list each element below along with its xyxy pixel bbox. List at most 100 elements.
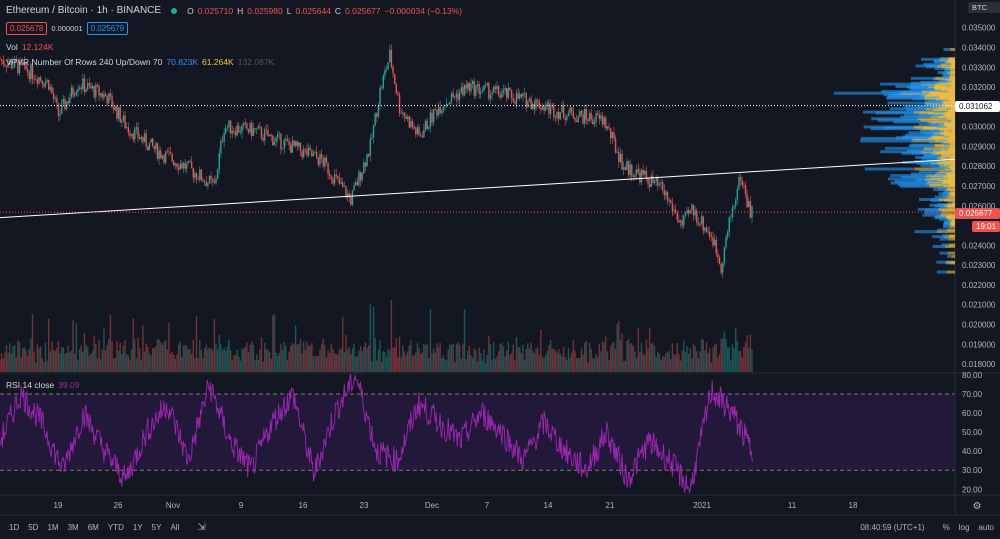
volume-bar [277, 356, 279, 372]
settings-gear-icon[interactable]: ⚙ [973, 501, 982, 512]
candle [385, 69, 388, 71]
vpvr-up-bar [933, 109, 946, 113]
range-1m[interactable]: 1M [47, 523, 59, 532]
range-3m[interactable]: 3M [67, 523, 79, 532]
symbol-title[interactable]: Ethereum / Bitcoin · 1h · BINANCE [6, 5, 162, 16]
range-all[interactable]: All [170, 523, 180, 532]
candle [137, 127, 139, 138]
volume-bar [502, 346, 505, 372]
volume-bar [0, 352, 3, 372]
range-ytd[interactable]: YTD [107, 523, 124, 532]
volume-bar [293, 343, 295, 372]
vpvr-up-bar [894, 179, 928, 183]
volume-bar [122, 345, 125, 372]
volume-bar [244, 346, 246, 372]
volume-bar [710, 362, 713, 372]
price-tick: 0.028000 [962, 162, 996, 171]
range-1y[interactable]: 1Y [132, 523, 143, 532]
candle [730, 217, 732, 218]
last-price-label: 0.025677 [955, 208, 1000, 219]
candle [35, 79, 37, 81]
volume-bar [7, 352, 9, 372]
volume-bar [722, 338, 724, 372]
price-chart[interactable]: 0.035000 0.034000 0.033000 0.032000 0.030000… [0, 0, 1000, 516]
buy-button[interactable]: 0.025679 [86, 22, 129, 35]
candle [272, 135, 274, 146]
volume-bar [559, 353, 562, 372]
volume-bar [486, 354, 488, 372]
candle [642, 169, 644, 175]
volume-bar [380, 362, 383, 372]
rsi-tick: 80.00 [962, 371, 983, 380]
candle [665, 191, 667, 196]
vpvr-up-bar [881, 90, 922, 94]
volume-bar [593, 358, 596, 372]
volume-bar [228, 339, 230, 372]
volume-bar [726, 347, 729, 372]
vpvr-up-bar [938, 80, 948, 84]
candle [104, 94, 107, 97]
vpvr-up-bar [942, 191, 950, 195]
candle [444, 106, 446, 108]
goto-date-icon[interactable]: ⇲ [197, 522, 206, 533]
candle [233, 131, 235, 132]
vpvr-up-bar [833, 91, 901, 95]
vpvr-down-bar [947, 228, 955, 232]
volume-bar [609, 346, 612, 372]
volume-bar [288, 351, 290, 372]
vpvr-legend[interactable]: VPVR Number Of Rows 240 Up/Down 70 70.823… [6, 57, 275, 67]
candle [74, 94, 76, 96]
range-5y[interactable]: 5Y [151, 523, 162, 532]
candle [684, 212, 687, 216]
range-6m[interactable]: 6M [87, 523, 99, 532]
auto-toggle[interactable]: auto [978, 523, 994, 532]
volume-bar [270, 358, 272, 372]
candle [265, 129, 268, 131]
log-toggle[interactable]: log [958, 523, 970, 532]
candle [161, 155, 164, 159]
sell-button[interactable]: 0.025678 [6, 22, 48, 35]
volume-bar [739, 350, 742, 372]
volume-bar [13, 345, 16, 372]
volume-bar [496, 356, 498, 372]
candle [332, 179, 334, 184]
candle [476, 83, 479, 86]
percent-toggle[interactable]: % [942, 523, 950, 532]
volume-bar [101, 349, 104, 372]
volume-bar [421, 352, 423, 372]
vpvr-down-bar [925, 107, 955, 111]
volume-bar [562, 346, 565, 372]
volume-bar [514, 360, 516, 372]
candle [106, 96, 108, 104]
volume-bar [497, 351, 500, 372]
volume-bar [127, 355, 130, 372]
volume-bar [174, 358, 177, 372]
price-tick: 0.033000 [962, 63, 996, 72]
vpvr-down-bar [936, 230, 955, 234]
vpvr-down-bar [944, 245, 955, 249]
volume-bar [229, 350, 232, 372]
candle [254, 128, 256, 130]
clock[interactable]: 08:40:59 (UTC+1) [860, 523, 925, 532]
time-tick: 16 [299, 501, 308, 510]
rsi-legend[interactable]: RSI 14 close 39.09 [6, 380, 80, 390]
volume-bar [340, 348, 342, 372]
volume-bar [43, 361, 45, 372]
candle [348, 193, 350, 197]
candle [268, 134, 271, 137]
volume-bar [699, 351, 701, 372]
candle [673, 209, 675, 212]
candle [116, 106, 118, 119]
range-1d[interactable]: 1D [9, 523, 20, 532]
candle [439, 107, 441, 114]
range-5d[interactable]: 5D [28, 523, 39, 532]
volume-bar [358, 350, 360, 372]
vpvr-up-bar [944, 220, 951, 224]
price-tick: 0.027000 [962, 182, 996, 191]
volume-bar [236, 349, 238, 372]
candle [54, 98, 56, 99]
volume-legend[interactable]: Vol 12.124K [6, 42, 54, 52]
candle [208, 176, 211, 183]
bar-countdown: 19:01 [972, 221, 1000, 232]
volume-bar [147, 346, 149, 372]
